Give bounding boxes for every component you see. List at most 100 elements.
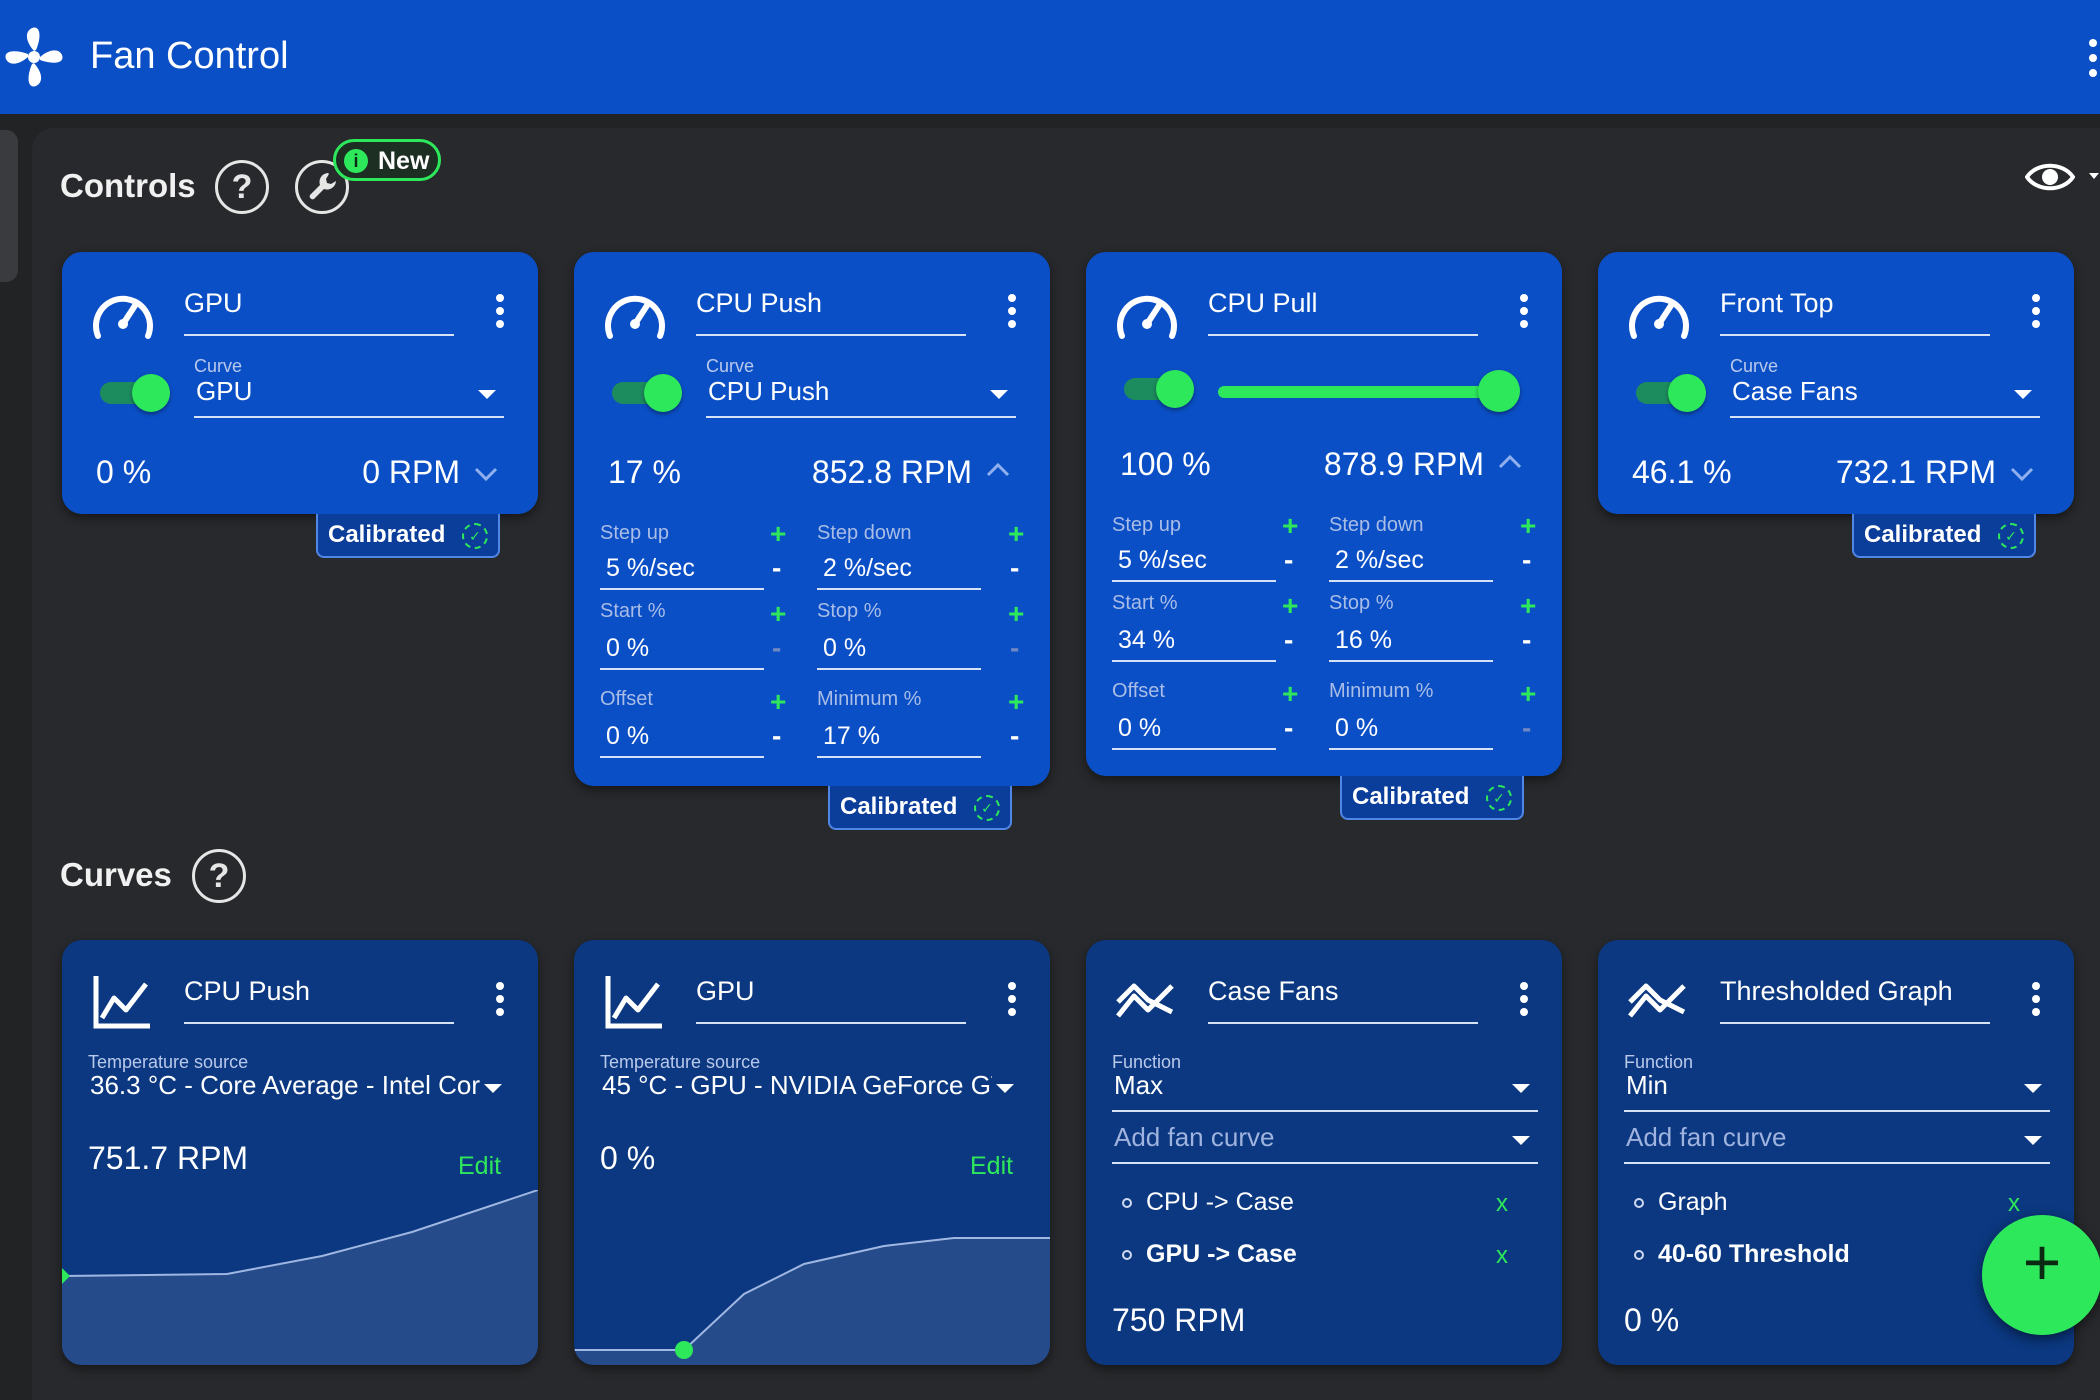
step-up-plus-button[interactable]: + bbox=[770, 518, 787, 549]
offset-minus-button[interactable]: - bbox=[772, 720, 782, 751]
more-menu-icon[interactable] bbox=[494, 982, 506, 1022]
temperature-source-value: 36.3 °C - Core Average - Intel Core bbox=[90, 1070, 480, 1100]
line-chart-icon bbox=[605, 976, 662, 1029]
gauge-icon bbox=[1117, 295, 1177, 339]
step-up-minus-button[interactable]: - bbox=[772, 552, 782, 583]
control-enable-toggle[interactable] bbox=[612, 374, 684, 412]
curve-select-value: GPU bbox=[196, 376, 253, 406]
curves-help-icon[interactable]: ? bbox=[192, 849, 246, 903]
stop-plus-button[interactable]: + bbox=[1520, 590, 1537, 621]
step-up-plus-button[interactable]: + bbox=[1282, 510, 1299, 541]
start-minus-button[interactable]: - bbox=[1284, 624, 1294, 655]
more-menu-icon[interactable] bbox=[2030, 294, 2042, 334]
step-down-plus-button[interactable]: + bbox=[1008, 518, 1025, 549]
control-name-input[interactable]: GPU bbox=[184, 288, 454, 336]
step-up-minus-button[interactable]: - bbox=[1284, 544, 1294, 575]
start-minus-button[interactable]: - bbox=[772, 632, 782, 663]
add-fan-curve-select[interactable]: Add fan curve bbox=[1624, 1118, 2050, 1164]
manual-speed-slider[interactable] bbox=[1218, 386, 1500, 398]
control-name-input[interactable]: CPU Pull bbox=[1208, 288, 1478, 336]
minimum-input[interactable]: 17 % bbox=[817, 716, 981, 758]
more-menu-icon[interactable] bbox=[1006, 982, 1018, 1022]
curve-name-input[interactable]: CPU Push bbox=[184, 976, 454, 1024]
stop-label: Stop % bbox=[817, 600, 882, 622]
chevron-down-icon[interactable] bbox=[474, 466, 498, 482]
calibrated-label: Calibrated bbox=[328, 521, 446, 548]
stop-minus-button[interactable]: - bbox=[1010, 632, 1020, 663]
temperature-source-select[interactable]: 36.3 °C - Core Average - Intel Core bbox=[88, 1066, 510, 1112]
controls-help-icon[interactable]: ? bbox=[215, 160, 269, 214]
chevron-up-icon[interactable] bbox=[986, 462, 1010, 478]
more-menu-icon[interactable] bbox=[2030, 982, 2042, 1022]
more-menu-icon[interactable] bbox=[1518, 294, 1530, 334]
curve-graph[interactable] bbox=[574, 1190, 1050, 1365]
curve-name-input[interactable]: Case Fans bbox=[1208, 976, 1478, 1024]
offset-input[interactable]: 0 % bbox=[1112, 708, 1276, 750]
more-menu-icon[interactable] bbox=[494, 294, 506, 334]
control-enable-toggle[interactable] bbox=[1124, 370, 1196, 408]
stop-input[interactable]: 0 % bbox=[817, 628, 981, 670]
curve-select[interactable]: GPU bbox=[194, 372, 504, 418]
control-enable-toggle[interactable] bbox=[1636, 374, 1708, 412]
control-card-cpu-push: CPU Push Curve CPU Push 17 % 852.8 RPM S… bbox=[574, 252, 1050, 786]
start-input[interactable]: 34 % bbox=[1112, 620, 1276, 662]
minimum-minus-button[interactable]: - bbox=[1522, 712, 1532, 743]
chevron-down-icon[interactable] bbox=[2010, 466, 2034, 482]
more-menu-icon[interactable] bbox=[1518, 982, 1530, 1022]
manual-speed-slider-handle[interactable] bbox=[1478, 370, 1520, 412]
step-up-input[interactable]: 5 %/sec bbox=[1112, 540, 1276, 582]
step-down-input[interactable]: 2 %/sec bbox=[1329, 540, 1493, 582]
app-menu-icon[interactable] bbox=[2086, 38, 2100, 78]
minimum-input[interactable]: 0 % bbox=[1329, 708, 1493, 750]
more-menu-icon[interactable] bbox=[1006, 294, 1018, 334]
new-badge-label: New bbox=[378, 147, 430, 175]
remove-item-button[interactable]: x bbox=[1496, 1242, 1508, 1269]
stop-plus-button[interactable]: + bbox=[1008, 598, 1025, 629]
edit-curve-link[interactable]: Edit bbox=[458, 1152, 502, 1180]
edit-curve-link[interactable]: Edit bbox=[970, 1152, 1014, 1180]
remove-item-button[interactable]: x bbox=[2008, 1190, 2020, 1217]
curve-name-input[interactable]: Thresholded Graph bbox=[1720, 976, 1990, 1024]
minimum-minus-button[interactable]: - bbox=[1010, 720, 1020, 751]
function-select[interactable]: Min bbox=[1624, 1066, 2050, 1112]
add-button[interactable]: + bbox=[1982, 1215, 2100, 1335]
minimum-plus-button[interactable]: + bbox=[1520, 678, 1537, 709]
control-name-input[interactable]: Front Top bbox=[1720, 288, 1990, 336]
wrench-icon[interactable] bbox=[295, 160, 349, 214]
control-enable-toggle[interactable] bbox=[100, 374, 172, 412]
curve-label: Curve bbox=[1730, 356, 1779, 376]
step-down-minus-button[interactable]: - bbox=[1010, 552, 1020, 583]
stop-minus-button[interactable]: - bbox=[1522, 624, 1532, 655]
temperature-source-select[interactable]: 45 °C - GPU - NVIDIA GeForce GT: bbox=[600, 1066, 1022, 1112]
curve-select[interactable]: CPU Push bbox=[706, 372, 1016, 418]
eye-icon[interactable] bbox=[2025, 158, 2075, 196]
curve-output-value: 0 % bbox=[600, 1140, 656, 1176]
step-down-input[interactable]: 2 %/sec bbox=[817, 548, 981, 590]
side-rail[interactable] bbox=[0, 130, 18, 282]
remove-item-button[interactable]: x bbox=[1496, 1190, 1508, 1217]
curve-name-input[interactable]: GPU bbox=[696, 976, 966, 1024]
offset-input[interactable]: 0 % bbox=[600, 716, 764, 758]
control-name-input[interactable]: CPU Push bbox=[696, 288, 966, 336]
offset-plus-button[interactable]: + bbox=[770, 686, 787, 717]
function-select[interactable]: Max bbox=[1112, 1066, 1538, 1112]
step-down-plus-button[interactable]: + bbox=[1520, 510, 1537, 541]
curve-label: Curve bbox=[194, 356, 243, 376]
add-fan-curve-select[interactable]: Add fan curve bbox=[1112, 1118, 1538, 1164]
curve-graph[interactable] bbox=[62, 1190, 538, 1365]
curve-select-value: CPU Push bbox=[708, 376, 830, 406]
offset-plus-button[interactable]: + bbox=[1282, 678, 1299, 709]
curve-select[interactable]: Case Fans bbox=[1730, 372, 2040, 418]
step-down-minus-button[interactable]: - bbox=[1522, 544, 1532, 575]
chevron-up-icon[interactable] bbox=[1498, 454, 1522, 470]
minimum-plus-button[interactable]: + bbox=[1008, 686, 1025, 717]
chevron-down-icon[interactable] bbox=[2088, 170, 2100, 182]
controls-title: Controls bbox=[60, 167, 196, 204]
new-badge: i New bbox=[333, 139, 441, 181]
step-up-input[interactable]: 5 %/sec bbox=[600, 548, 764, 590]
start-plus-button[interactable]: + bbox=[770, 598, 787, 629]
start-plus-button[interactable]: + bbox=[1282, 590, 1299, 621]
offset-minus-button[interactable]: - bbox=[1284, 712, 1294, 743]
start-input[interactable]: 0 % bbox=[600, 628, 764, 670]
stop-input[interactable]: 16 % bbox=[1329, 620, 1493, 662]
